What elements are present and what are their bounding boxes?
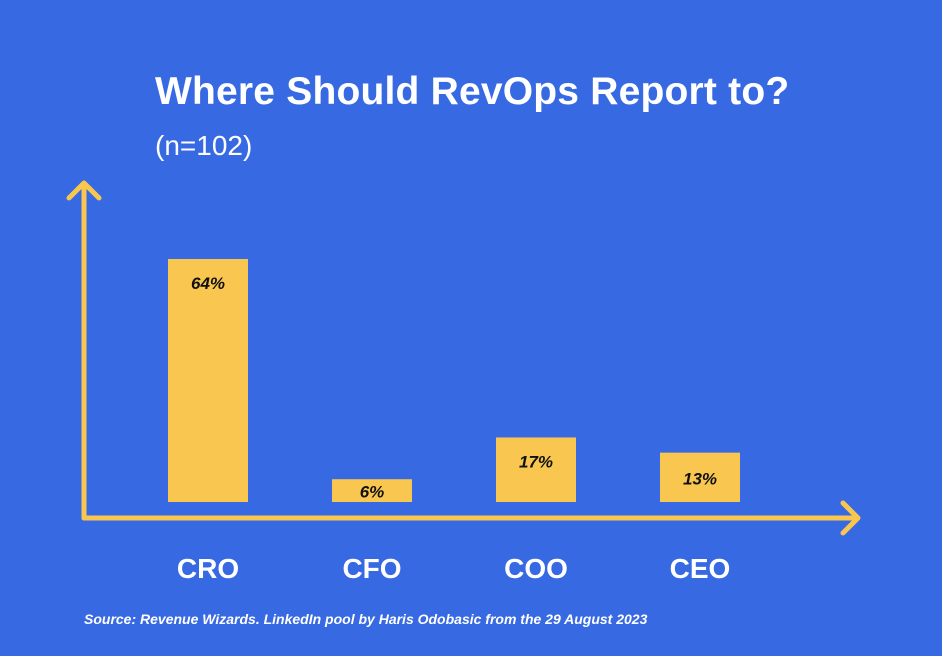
category-label-ceo: CEO <box>670 553 731 584</box>
data-label-cfo: 6% <box>360 483 385 502</box>
data-label-coo: 17% <box>519 452 553 471</box>
chart-data-labels: 64% 6% 17% 13% <box>191 274 717 502</box>
chart-axes <box>66 180 861 536</box>
data-label-ceo: 13% <box>683 469 717 488</box>
data-label-cro: 64% <box>191 274 225 293</box>
chart-category-labels: CRO CFO COO CEO <box>177 553 730 584</box>
chart-title: Where Should RevOps Report to? <box>155 70 790 113</box>
bar-cfo <box>332 479 412 502</box>
x-axis-arrow-icon <box>840 500 861 536</box>
category-label-cfo: CFO <box>342 553 401 584</box>
chart-bars <box>168 259 740 502</box>
chart-subtitle: (n=102) <box>155 130 253 161</box>
source-note: Source: Revenue Wizards. LinkedIn pool b… <box>84 611 648 627</box>
category-label-coo: COO <box>504 553 568 584</box>
bar-ceo <box>660 452 740 502</box>
y-axis-arrow-icon <box>66 180 102 201</box>
bar-coo <box>496 437 576 502</box>
bar-cro <box>168 259 248 502</box>
category-label-cro: CRO <box>177 553 239 584</box>
